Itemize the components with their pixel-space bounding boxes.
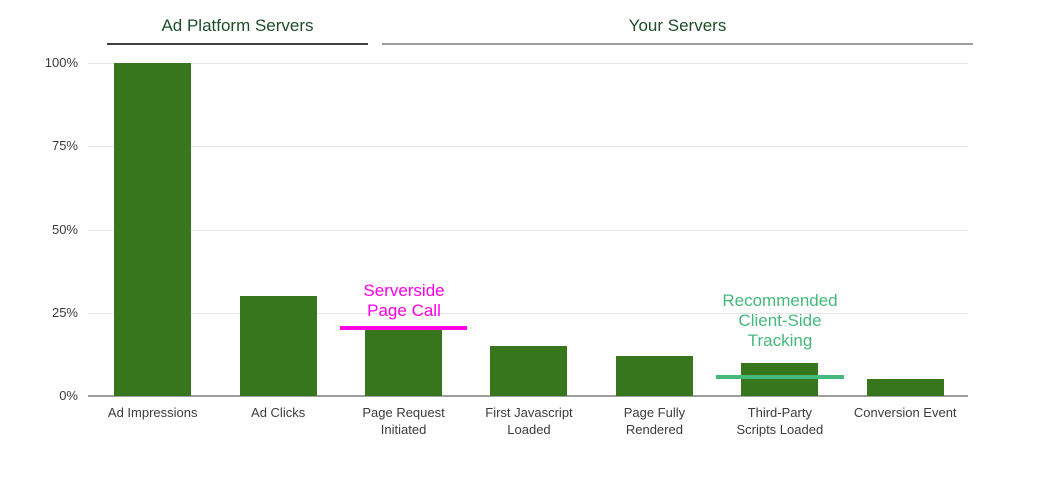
x-axis-label-line: Conversion Event [853, 405, 957, 420]
annotation-text-line: Tracking [747, 331, 813, 350]
bar-third-party-scripts-loaded [741, 362, 819, 396]
bar-ad-clicks [239, 296, 317, 396]
x-axis-label-line: Loaded [507, 422, 551, 437]
y-tick-label-75: 75% [51, 138, 78, 154]
bar-band-page-request-initiated [341, 63, 466, 396]
gridline-25 [88, 312, 968, 314]
x-axis-label-first-javascript-loaded: First Javascript Loaded [466, 404, 591, 438]
plot-area [90, 63, 968, 396]
gridline-75 [88, 146, 968, 148]
annotation-recommended-client-side-tracking: Recommended Client-Side Tracking [716, 291, 844, 351]
bar-page-request-initiated [365, 329, 443, 396]
y-tick-label-100: 100% [44, 55, 78, 70]
bar-page-fully-rendered [615, 356, 693, 396]
group-header-ad-platform-servers: Ad Platform Servers [107, 16, 368, 45]
x-axis-label-page-fully-rendered: Page Fully Rendered [592, 404, 717, 438]
x-axis-label-ad-clicks: Ad Clicks [215, 404, 340, 438]
gridline-0 [88, 395, 968, 397]
x-axis-labels: Ad Impressions Ad Clicks Page Request Initi… [90, 404, 968, 438]
x-axis-label-ad-impressions: Ad Impressions [90, 404, 215, 438]
annotation-rule-recommended-client-side-tracking [716, 374, 844, 379]
y-tick-label-50: 50% [51, 221, 78, 237]
annotation-text-line: Client-Side [738, 311, 822, 330]
annotation-text-line: Page Call [367, 301, 441, 320]
annotation-text-line: Recommended [722, 291, 838, 310]
annotation-text-line: Serverside [363, 281, 445, 300]
x-axis-label-conversion-event: Conversion Event [843, 404, 968, 438]
annotation-serverside-page-call: Serverside Page Call [340, 281, 468, 321]
annotation-rule-serverside-page-call [339, 325, 468, 330]
x-axis-label-line: Initiated [380, 422, 427, 437]
bar-band-ad-clicks [215, 63, 340, 396]
bar-conversion-event [866, 379, 944, 396]
group-header-label: Ad Platform Servers [161, 16, 314, 35]
x-axis-label-page-request-initiated: Page Request Initiated [341, 404, 466, 438]
x-axis-label-line: Rendered [625, 422, 683, 437]
x-axis-label-line: Scripts Loaded [736, 422, 824, 437]
y-tick-label-25: 25% [51, 304, 78, 320]
group-header-underline [382, 43, 973, 45]
x-axis-label-line: Page Fully [623, 405, 686, 420]
bar-first-javascript-loaded [490, 346, 568, 396]
bar-ad-impressions [114, 63, 192, 396]
x-axis-label-third-party-scripts-loaded: Third-Party Scripts Loaded [717, 404, 842, 438]
group-header-underline [107, 43, 368, 45]
x-axis-label-line: Ad Impressions [107, 405, 198, 420]
bar-band-ad-impressions [90, 63, 215, 396]
y-tick-label-0: 0% [59, 388, 78, 403]
bar-band-conversion-event [843, 63, 968, 396]
x-axis-label-line: Page Request [362, 405, 445, 420]
bar-band-first-javascript-loaded [466, 63, 591, 396]
x-axis-label-line: First Javascript [485, 405, 573, 420]
group-header-your-servers: Your Servers [382, 16, 973, 45]
x-axis-label-line: Ad Clicks [251, 405, 306, 420]
bar-band-page-fully-rendered [592, 63, 717, 396]
gridline-50 [88, 229, 968, 231]
x-axis-label-line: Third-Party [747, 405, 812, 420]
bar-band-third-party-scripts-loaded [717, 63, 842, 396]
gridline-100 [88, 63, 968, 64]
group-header-label: Your Servers [628, 16, 727, 35]
